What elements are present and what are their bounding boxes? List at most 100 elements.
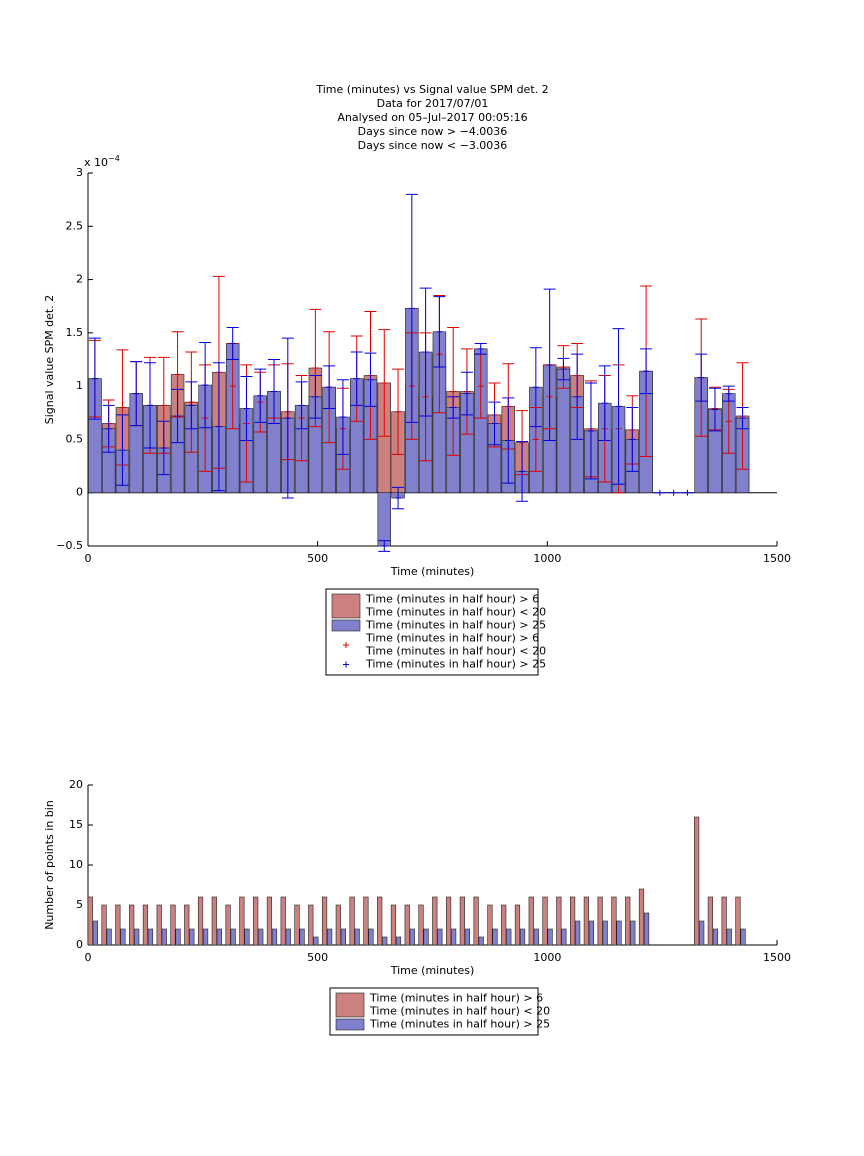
bar: [418, 904, 424, 946]
bar: [404, 904, 410, 946]
bar: [451, 928, 457, 946]
error-bar: [102, 404, 115, 453]
error-bar: [557, 357, 570, 381]
y-tick-label: 2.5: [66, 219, 84, 232]
error-bar: [474, 343, 487, 355]
error-bar: [350, 351, 363, 406]
bar: [437, 928, 443, 946]
error-bar: [640, 348, 653, 395]
bar: [321, 896, 328, 946]
bar: [87, 896, 93, 946]
legend-marker: [343, 642, 349, 648]
error-bar: [364, 352, 377, 407]
bar: [313, 936, 319, 946]
bar: [616, 920, 622, 946]
error-bar: [336, 379, 349, 455]
bar: [377, 896, 383, 946]
x-tick-label: 0: [85, 951, 92, 964]
bar: [492, 928, 498, 946]
bar: [478, 936, 484, 946]
bar: [464, 928, 471, 946]
y-tick-label: 5: [76, 898, 83, 911]
bar: [184, 904, 190, 946]
bar: [244, 928, 250, 946]
legend-swatch: [331, 593, 361, 619]
error-bar: [529, 347, 542, 428]
bar: [134, 928, 140, 946]
chart-title: Time (minutes) vs Signal value SPM det. …: [315, 83, 548, 96]
bar: [197, 896, 204, 946]
legend-swatch: [335, 1018, 365, 1031]
y-tick-label: 0: [76, 938, 83, 951]
bar: [588, 920, 595, 946]
bar: [285, 928, 291, 946]
bar: [368, 928, 374, 946]
bar: [101, 904, 107, 946]
bar: [354, 928, 360, 946]
bar: [327, 928, 333, 946]
error-bar: [516, 441, 529, 502]
bar: [569, 896, 576, 946]
bar: [395, 936, 402, 946]
x-tick-label: 1500: [763, 552, 791, 565]
bar: [561, 928, 567, 946]
bar: [299, 928, 305, 946]
error-bar: [447, 396, 460, 419]
bar: [712, 928, 719, 946]
bar: [382, 936, 388, 946]
bar: [501, 904, 507, 946]
legend-label: Time (minutes in half hour) > 6: [365, 632, 539, 645]
bar: [528, 896, 534, 946]
bar: [129, 904, 135, 946]
x-axis-label: Time (minutes): [390, 565, 475, 578]
y-multiplier-exponent: −4: [108, 154, 120, 163]
bar: [542, 896, 548, 946]
bar: [506, 928, 512, 946]
y-tick-label: 1.5: [66, 326, 84, 339]
y-tick-label: 3: [76, 166, 83, 179]
y-tick-label: 2: [76, 273, 83, 286]
error-bar: [543, 288, 556, 441]
legend-label: Time (minutes in half hour) > 6: [369, 992, 543, 1005]
error-bar: [571, 353, 584, 440]
bar: [266, 896, 273, 946]
bar: [625, 896, 631, 946]
error-bar: [681, 489, 694, 496]
legend-marker: [343, 661, 349, 668]
bar: [575, 920, 581, 946]
error-bar: [708, 387, 721, 432]
error-bar: [460, 371, 473, 416]
bar: [519, 928, 526, 946]
error-bar: [392, 486, 405, 510]
error-bar: [323, 365, 336, 410]
y-tick-label: 10: [69, 858, 83, 871]
bar: [473, 896, 479, 946]
error-bar: [736, 406, 749, 430]
bar: [721, 896, 727, 946]
bar: [202, 928, 209, 946]
bar: [142, 904, 149, 946]
error-bar: [722, 385, 735, 402]
legend-label: Time (minutes in half hour) < 20: [369, 1005, 550, 1018]
error-bar: [254, 368, 267, 423]
chart-title: Days since now > −4.0036: [358, 125, 508, 138]
chart-title: Data for 2017/07/01: [377, 97, 489, 110]
y-tick-label: 15: [69, 818, 83, 831]
bar: [514, 904, 521, 946]
bar: [253, 896, 259, 946]
error-bar: [144, 362, 157, 449]
error-bar: [171, 388, 184, 444]
bar: [597, 896, 603, 946]
x-tick-label: 500: [307, 951, 328, 964]
legend-label: Time (minutes in half hour) > 6: [365, 593, 539, 606]
y-tick-label: 0: [76, 486, 83, 499]
legend-swatch: [335, 992, 365, 1018]
bar: [630, 920, 636, 946]
bar: [216, 928, 222, 946]
bar: [390, 904, 397, 946]
x-tick-label: 1000: [533, 951, 561, 964]
bar: [92, 920, 98, 946]
bar: [335, 904, 341, 946]
bar: [487, 904, 493, 946]
